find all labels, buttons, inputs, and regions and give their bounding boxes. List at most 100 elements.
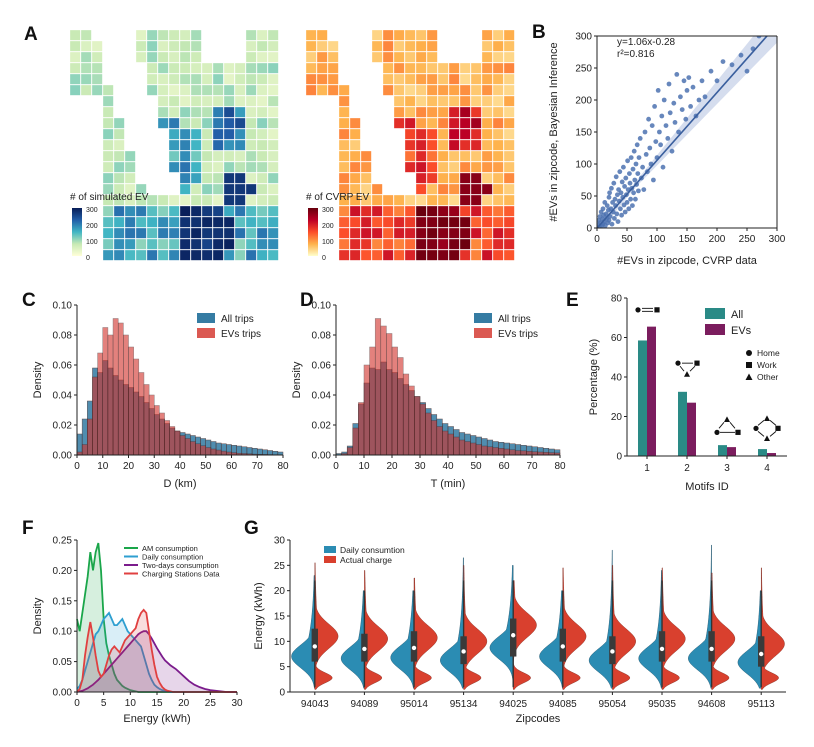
map-region xyxy=(257,250,267,260)
map-region xyxy=(306,30,316,40)
violin-daily-half xyxy=(688,545,711,688)
hist-bar xyxy=(470,443,476,455)
colorbar-tick-label: 200 xyxy=(86,223,98,230)
map-region xyxy=(438,184,448,194)
scatter-point xyxy=(644,152,649,157)
map-region xyxy=(438,140,448,150)
map-region xyxy=(350,217,360,227)
y-tick-label: 150 xyxy=(575,128,592,139)
map-region xyxy=(493,206,503,216)
hist-bar xyxy=(154,406,159,456)
x-tick-label: 80 xyxy=(554,461,566,472)
y-tick-label: 25 xyxy=(274,561,286,572)
violin-daily-half xyxy=(291,575,314,688)
map-region xyxy=(169,217,179,227)
map-region xyxy=(158,228,168,238)
map-region xyxy=(416,52,426,62)
motif-bar xyxy=(687,403,696,456)
map-region xyxy=(438,250,448,260)
x-tick-label: 95054 xyxy=(598,699,626,710)
motif-bar xyxy=(647,327,656,456)
map-region xyxy=(180,96,190,106)
map-region xyxy=(257,239,267,249)
map-region xyxy=(147,217,157,227)
map-region xyxy=(180,162,190,172)
x-tick-label: 94608 xyxy=(698,699,726,710)
map-region xyxy=(460,107,470,117)
map-region xyxy=(405,239,415,249)
map-region xyxy=(339,162,349,172)
map-region xyxy=(224,85,234,95)
map-region xyxy=(493,41,503,51)
map-region xyxy=(416,173,426,183)
scatter-point xyxy=(633,197,638,202)
map-region xyxy=(202,250,212,260)
scatter-point xyxy=(697,98,702,103)
map-region xyxy=(416,96,426,106)
hist-bar xyxy=(144,385,149,456)
scatter-point xyxy=(622,184,627,189)
map-region xyxy=(235,118,245,128)
map-region xyxy=(213,173,223,183)
map-region xyxy=(449,107,459,117)
map-region xyxy=(504,30,514,40)
violin-charge-half xyxy=(612,565,635,689)
map-region xyxy=(114,228,124,238)
map-region xyxy=(224,63,234,73)
violin-charge-half xyxy=(464,565,487,689)
scatter-point xyxy=(631,167,636,172)
scatter-point xyxy=(610,222,615,227)
map-region xyxy=(180,107,190,117)
violin-daily-half xyxy=(738,591,761,689)
motif-bar xyxy=(727,447,736,456)
map-region xyxy=(427,239,437,249)
map-region xyxy=(114,118,124,128)
map-region xyxy=(169,195,179,205)
map-region xyxy=(471,206,481,216)
map-region xyxy=(438,173,448,183)
map-region xyxy=(383,74,393,84)
map-region xyxy=(504,74,514,84)
map-region xyxy=(158,195,168,205)
map-region xyxy=(471,162,481,172)
panel-label-e: E xyxy=(566,290,579,311)
y-tick-label: 0.06 xyxy=(312,361,332,372)
map-region xyxy=(136,228,146,238)
x-tick-label: 20 xyxy=(123,461,135,472)
fit-equation: y=1.06x-0.28 xyxy=(617,37,676,48)
violin-median-dot xyxy=(610,649,614,653)
y-tick-label: 5 xyxy=(279,662,285,673)
map-region xyxy=(339,173,349,183)
map-region xyxy=(103,107,113,117)
hist-bar xyxy=(386,334,392,456)
map-region xyxy=(180,41,190,51)
map-region xyxy=(180,85,190,95)
hist-bar xyxy=(190,442,195,456)
map-region xyxy=(405,63,415,73)
hist-bar xyxy=(98,353,103,455)
map-region xyxy=(317,52,327,62)
map-region xyxy=(394,195,404,205)
map-region xyxy=(92,74,102,84)
hist-bar xyxy=(92,377,97,455)
violin-charge-half xyxy=(364,570,387,689)
motif-arrow xyxy=(758,420,764,425)
map-region xyxy=(471,129,481,139)
map-region xyxy=(427,195,437,205)
violin-median-dot xyxy=(313,644,317,648)
map-region xyxy=(504,184,514,194)
map-region xyxy=(158,217,168,227)
motif-bar xyxy=(678,392,687,456)
colorbar-tick-label: 300 xyxy=(322,207,334,214)
hist-bar xyxy=(103,328,108,456)
map-region xyxy=(504,140,514,150)
scatter-point xyxy=(688,104,693,109)
map-region xyxy=(114,173,124,183)
y-tick-label: 0.10 xyxy=(53,627,73,638)
map-region xyxy=(257,151,267,161)
map-region xyxy=(427,74,437,84)
colorbar-tick-label: 0 xyxy=(86,255,90,262)
scatter-point xyxy=(671,101,676,106)
map-region xyxy=(427,162,437,172)
map-region xyxy=(427,173,437,183)
